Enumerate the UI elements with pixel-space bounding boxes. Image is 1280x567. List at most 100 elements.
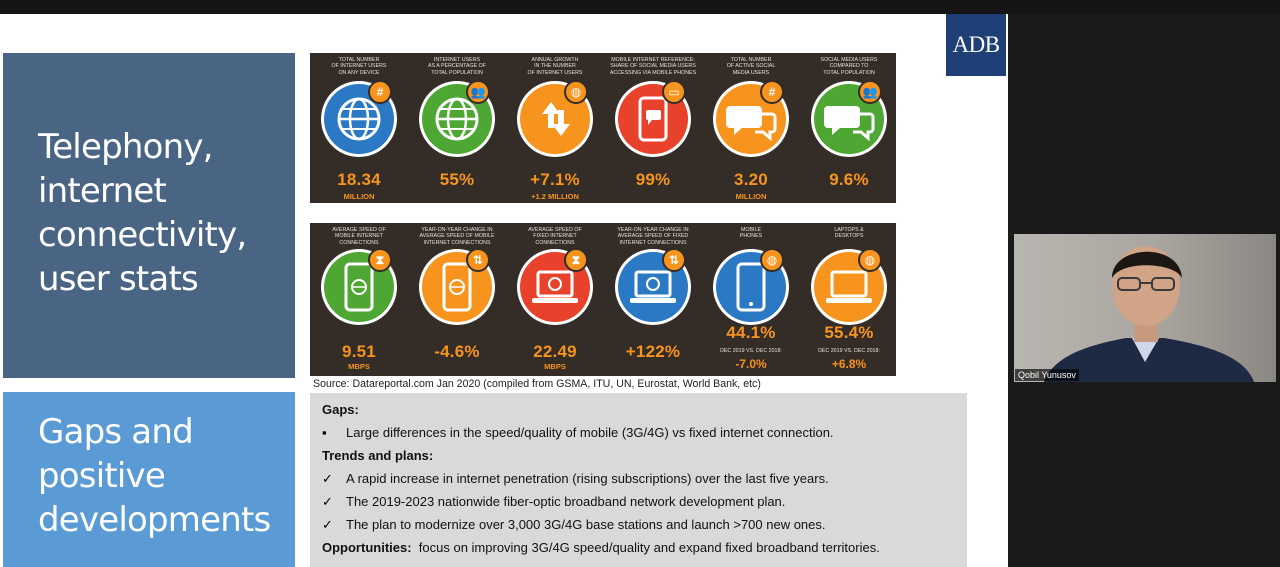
badge-globe-icon: ◍ xyxy=(858,248,882,272)
badge-#-icon: # xyxy=(368,80,392,104)
stat-value: 55.4% xyxy=(824,323,874,342)
stat-title-line: DESKTOPS xyxy=(834,233,864,240)
trend-item: The 2019-2023 nationwide fiber-optic bro… xyxy=(346,494,786,509)
panel-telephony-line: Telephony, xyxy=(38,127,213,167)
stat-value: 3.20 xyxy=(734,170,768,189)
stat-title-line: TOTAL POPULATION xyxy=(431,69,483,76)
opportunities-text: focus on improving 3G/4G speed/quality a… xyxy=(418,540,880,555)
phone-globe-icon: ⧗ xyxy=(324,248,394,322)
panel-telephony-line: user stats xyxy=(38,259,199,299)
badge-arrows-icon: ⇅ xyxy=(466,248,490,272)
check-icon: ✓ xyxy=(322,494,333,509)
stat-value: +122% xyxy=(625,342,681,361)
stat-title-line: SHARE OF SOCIAL MEDIA USERS xyxy=(610,63,696,70)
stat-value: 44.1% xyxy=(726,323,776,342)
stat-value: 55% xyxy=(439,170,475,189)
badge-#-icon: # xyxy=(760,80,784,104)
panel-gaps-line: positive xyxy=(38,456,166,496)
stat-note: DEC 2019 vs. DEC 2018: xyxy=(720,348,782,354)
stat-title-line: IN THE NUMBER xyxy=(534,63,576,70)
stat-title: LAPTOPS & DESKTOPS xyxy=(804,227,894,240)
stat-title: SOCIAL MEDIA USERS COMPARED TO TOTAL POPUL… xyxy=(804,57,894,76)
stat-tile: AVERAGE SPEED OF MOBILE INTERNET CONNECTIO… xyxy=(310,223,408,376)
stat-tile: AVERAGE SPEED OF FIXED INTERNET CONNECTION… xyxy=(506,223,604,376)
stat-value: 9.51 xyxy=(342,342,376,361)
stat-title-line: AVERAGE SPEED OF xyxy=(528,227,582,233)
trend-item: The plan to modernize over 3,000 3G/4G b… xyxy=(346,517,826,532)
stat-tile: MOBILE PHONES ◍ 44.1% DEC 2019 vs. DEC 2018:… xyxy=(702,223,800,376)
arrows-icon: ◍ xyxy=(520,80,590,154)
participant-video[interactable]: Qobil Yunusov xyxy=(1014,234,1276,382)
stat-title-line: ON ANY DEVICE xyxy=(338,69,380,76)
gaps-item: Large differences in the speed/quality o… xyxy=(346,425,834,440)
stat-title-line: MOBILE INTERNET xyxy=(335,233,383,240)
gaps-box: Gaps: ▪ Large differences in the speed/q… xyxy=(310,393,967,567)
stat-tile: INTERNET USERS AS A PERCENTAGE OF TOTAL PO… xyxy=(408,53,506,203)
gaps-heading: Gaps: xyxy=(322,402,359,417)
stat-value: +7.1% xyxy=(530,170,580,189)
stat-value: 99% xyxy=(635,170,671,189)
stat-unit: MBPS xyxy=(544,362,566,371)
panel-telephony: Telephony, internet connectivity, user s… xyxy=(3,53,295,378)
stats-strip-internet: TOTAL NUMBER OF INTERNET USERS ON ANY DEVI… xyxy=(310,53,896,203)
stat-value: 9.6% xyxy=(829,170,869,189)
stat-title-line: OF INTERNET USERS xyxy=(527,69,583,76)
badge-hourglass-icon: ⧗ xyxy=(564,248,588,272)
stat-title-line: INTERNET USERS xyxy=(433,57,481,63)
stat-title-line: MOBILE xyxy=(740,227,762,233)
square-bullet-icon: ▪ xyxy=(322,425,327,440)
phone-chat-icon: ▭ xyxy=(618,80,688,154)
stat-change: -7.0% xyxy=(735,357,767,371)
badge-hourglass-icon: ⧗ xyxy=(368,248,392,272)
stat-tile: TOTAL NUMBER OF INTERNET USERS ON ANY DEVI… xyxy=(310,53,408,203)
stat-title-line: INTERNET CONNECTIONS xyxy=(423,239,491,246)
stat-title-line: AVERAGE SPEED OF xyxy=(332,227,386,233)
phone-icon: ◍ xyxy=(716,248,786,322)
shared-slide: ADB Telephony, internet connectivity, us… xyxy=(0,14,1008,567)
stat-unit: +1.2 MILLION xyxy=(531,192,579,201)
panel-gaps: Gaps and positive developments xyxy=(3,392,295,567)
globe-icon: 👥 xyxy=(422,80,492,154)
opportunities-label: Opportunities: xyxy=(322,540,412,555)
panel-telephony-line: connectivity, xyxy=(38,215,247,255)
stat-title-line: YEAR-ON-YEAR CHANGE IN xyxy=(421,227,493,233)
stat-title-line: YEAR-ON-YEAR CHANGE IN xyxy=(617,227,689,233)
stat-title: TOTAL NUMBER OF ACTIVE SOCIAL MEDIA USERS xyxy=(706,57,796,76)
stat-title: INTERNET USERS AS A PERCENTAGE OF TOTAL PO… xyxy=(412,57,502,76)
stat-title-line: TOTAL NUMBER xyxy=(338,57,380,63)
stat-change: +6.8% xyxy=(831,357,867,371)
panel-gaps-line: developments xyxy=(38,500,271,540)
trend-item: A rapid increase in internet penetration… xyxy=(346,471,829,486)
stat-title-line: LAPTOPS & xyxy=(834,227,864,233)
stat-title-line: PHONES xyxy=(739,233,763,240)
stat-title-line: COMPARED TO xyxy=(829,63,869,70)
stat-title-line: FIXED INTERNET xyxy=(533,233,577,240)
stat-unit: MBPS xyxy=(348,362,370,371)
source-caption: Source: Datareportal.com Jan 2020 (compi… xyxy=(313,378,761,390)
stat-title: MOBILE INTERNET REFERENCE: SHARE OF SOCIA… xyxy=(608,57,698,76)
check-icon: ✓ xyxy=(322,471,333,486)
badge-chat-icon: ▭ xyxy=(662,80,686,104)
stat-title: MOBILE PHONES xyxy=(706,227,796,240)
stat-title-line: CONNECTIONS xyxy=(339,239,379,246)
stat-title-line: TOTAL NUMBER xyxy=(730,57,772,63)
laptop-globe-icon: ⇅ xyxy=(618,248,688,322)
badge-globe-icon: ◍ xyxy=(564,80,588,104)
badge-people-icon: 👥 xyxy=(858,80,882,104)
stat-value: -4.6% xyxy=(434,342,480,361)
globe-icon: # xyxy=(324,80,394,154)
laptop-globe-icon: ⧗ xyxy=(520,248,590,322)
stat-title: AVERAGE SPEED OF FIXED INTERNET CONNECTION… xyxy=(510,227,600,246)
stat-title-line: SOCIAL MEDIA USERS xyxy=(820,57,878,63)
stats-strip-speed: AVERAGE SPEED OF MOBILE INTERNET CONNECTIO… xyxy=(310,223,896,376)
top-bar xyxy=(0,0,1280,14)
badge-people-icon: 👥 xyxy=(466,80,490,104)
stat-title: YEAR-ON-YEAR CHANGE IN AVERAGE SPEED OF M… xyxy=(412,227,502,246)
stat-value: 18.34 xyxy=(337,170,381,189)
stat-tile: LAPTOPS & DESKTOPS ◍ 55.4% DEC 2019 vs. DEC … xyxy=(800,223,898,376)
panel-telephony-line: internet xyxy=(38,171,167,211)
stat-title-line: OF INTERNET USERS xyxy=(331,63,387,70)
panel-gaps-line: Gaps and xyxy=(38,412,194,452)
stat-title: YEAR-ON-YEAR CHANGE IN AVERAGE SPEED OF F… xyxy=(608,227,698,246)
stat-title-line: ACCESSING VIA MOBILE PHONES xyxy=(609,69,697,76)
